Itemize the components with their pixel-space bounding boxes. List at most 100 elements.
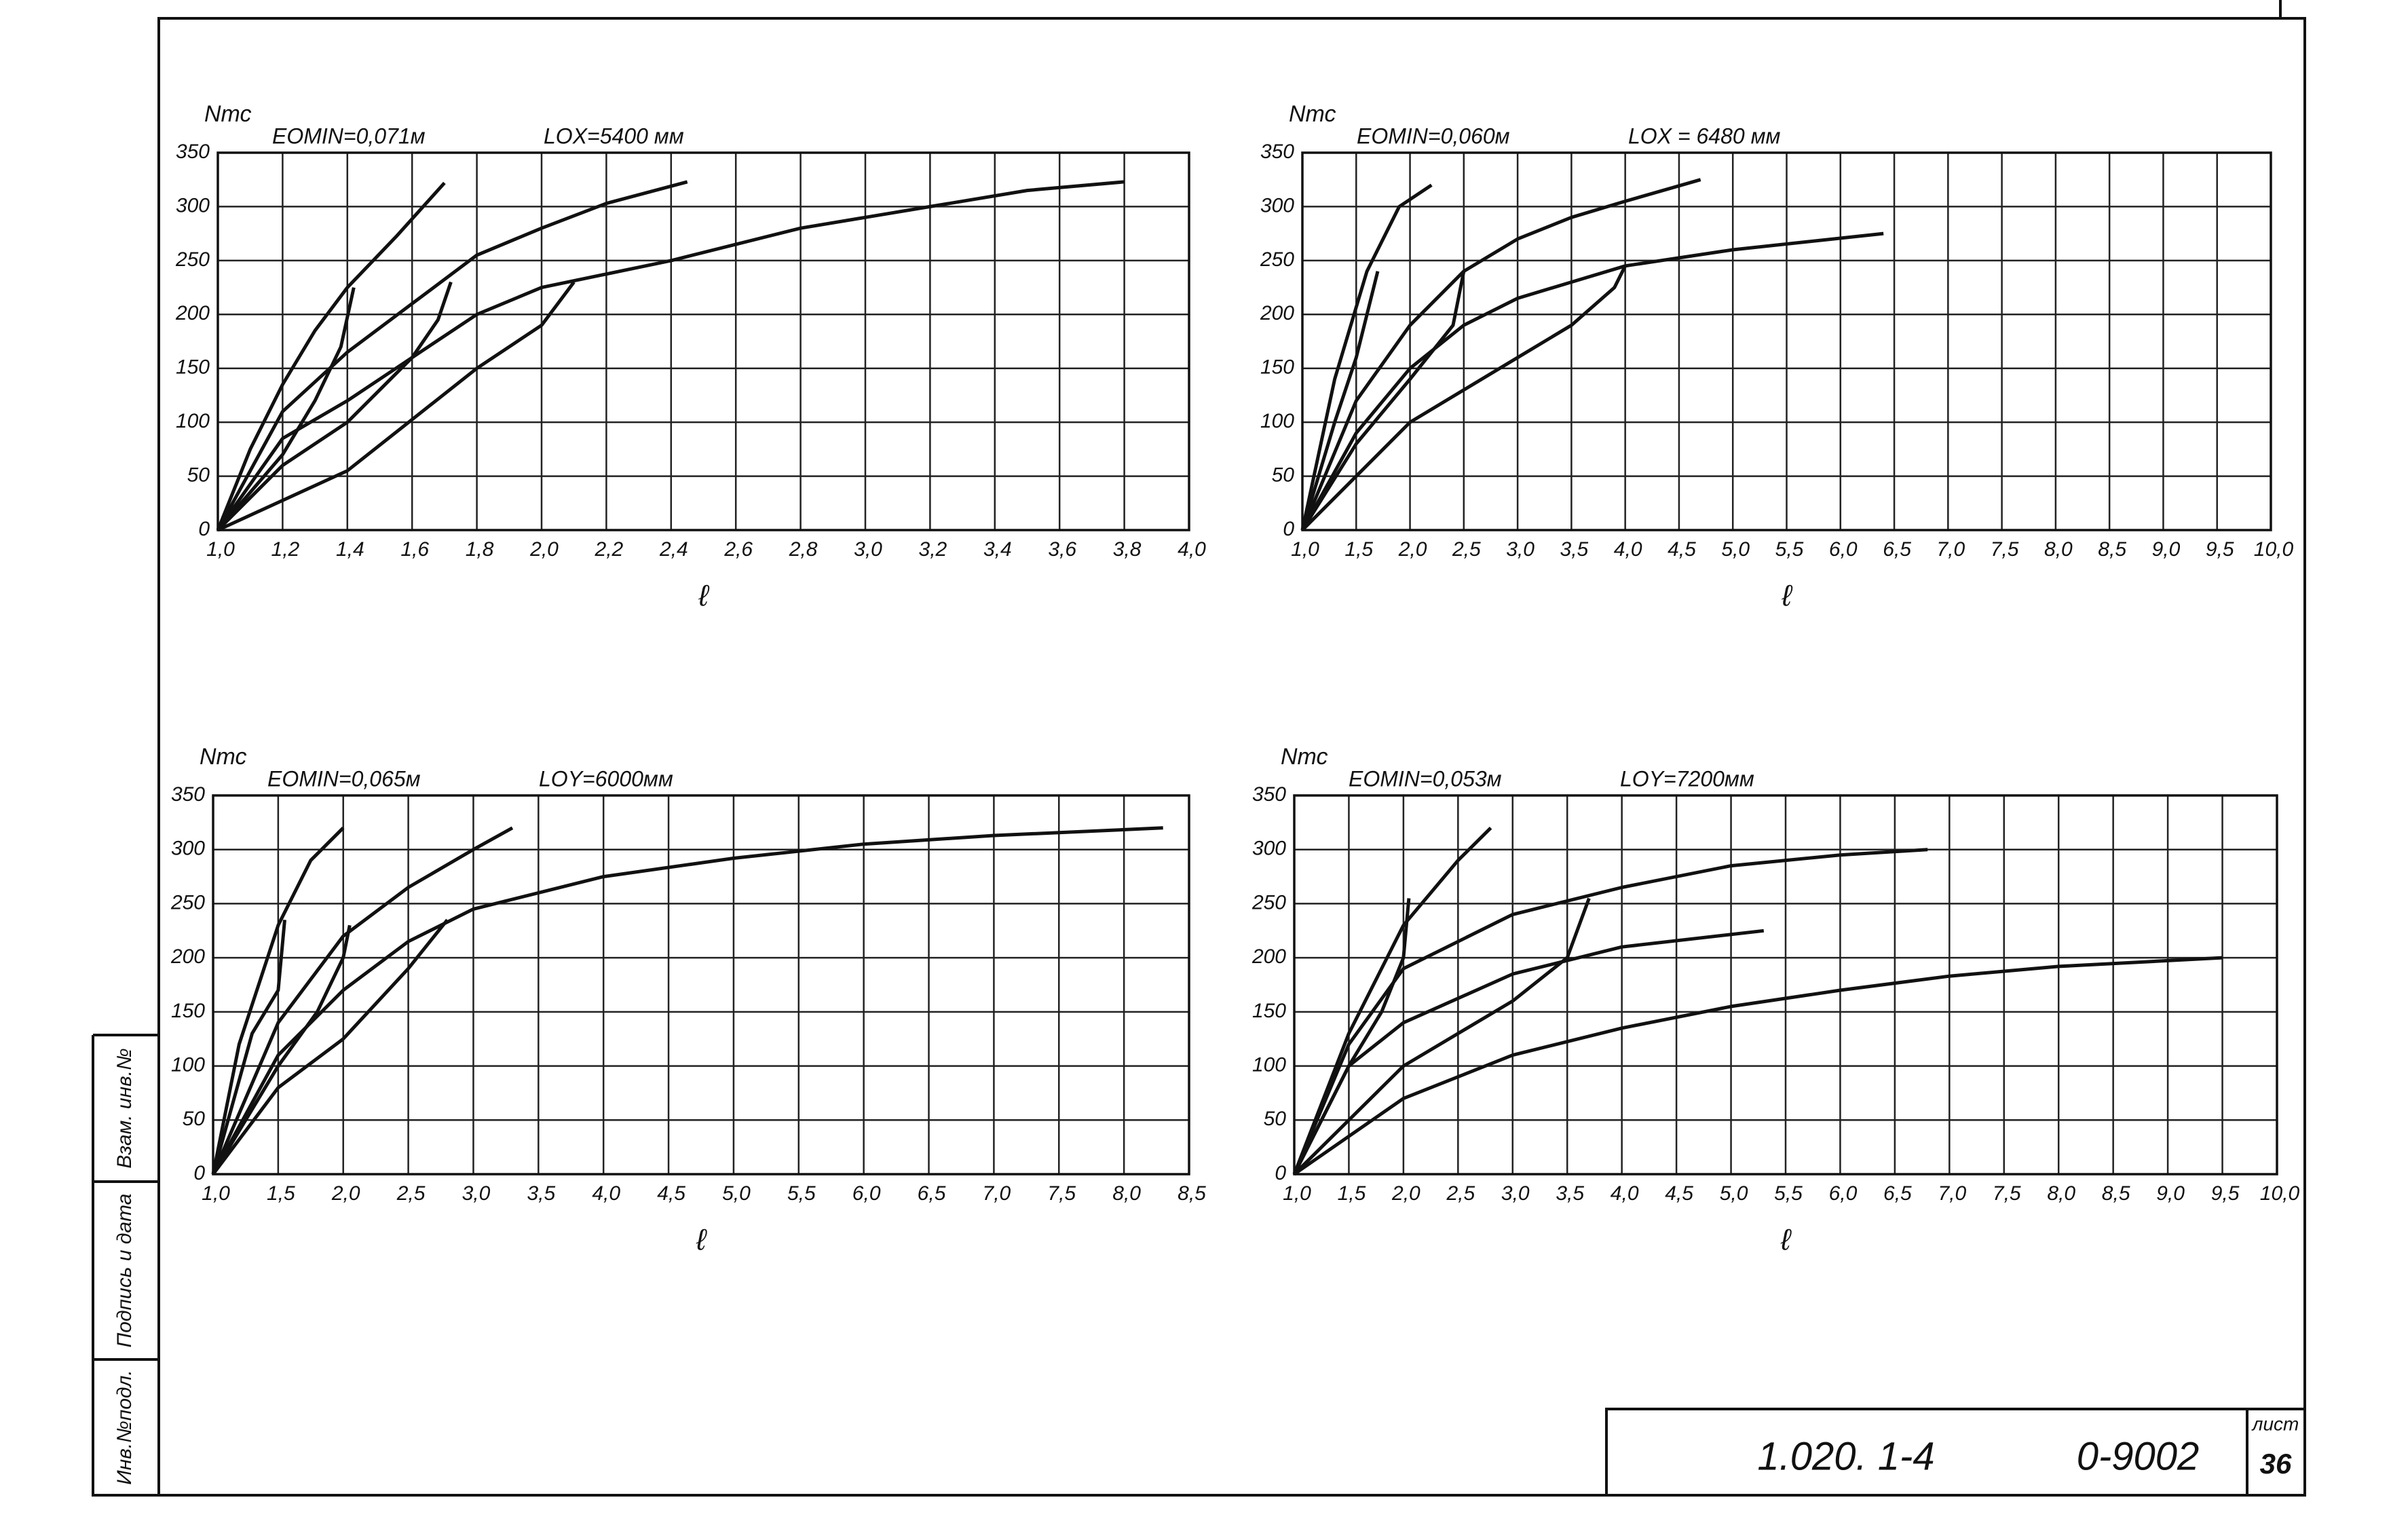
curve (1300, 271, 1466, 531)
x-tick-label: 3,0 (1506, 538, 1535, 561)
y-tick-label: 150 (176, 356, 210, 379)
y-tick-label: 350 (176, 140, 210, 163)
x-axis-label: ℓ (1780, 1224, 1792, 1257)
x-tick-label: 1,5 (267, 1182, 295, 1205)
x-tick-label: 1,0 (1283, 1182, 1311, 1205)
y-tick-label: 200 (170, 945, 205, 968)
y-tick-label: 150 (1252, 1000, 1286, 1022)
y-tick-label: 350 (1260, 140, 1294, 163)
x-tick-label: 1,0 (202, 1182, 230, 1205)
plot-frame (1301, 151, 2272, 531)
x-tick-label: 4,5 (657, 1182, 685, 1205)
y-axis-label: Nтс (204, 101, 252, 127)
x-tick-label: 7,5 (1993, 1182, 2021, 1205)
curve (211, 920, 286, 1175)
x-tick-label: 6,0 (1829, 538, 1858, 561)
x-tick-label: 5,5 (787, 1182, 816, 1205)
stamp-field: Инв.№подл. (113, 1370, 136, 1484)
curve (216, 281, 453, 531)
x-axis-label: ℓ (696, 1224, 707, 1257)
x-tick-label: 3,0 (854, 538, 882, 561)
x-axis-label: ℓ (1781, 580, 1792, 613)
curve (1292, 848, 1928, 1175)
x-tick-label: 2,4 (659, 538, 688, 561)
annotation: LOY=7200мм (1620, 766, 1754, 791)
x-tick-label: 1,2 (271, 538, 300, 561)
x-tick-label: 5,5 (1775, 538, 1804, 561)
curve (1293, 956, 2223, 1176)
annotation: EOMIN=0,053м (1349, 766, 1502, 791)
x-tick-label: 3,5 (1560, 538, 1589, 561)
x-tick-label: 2,5 (396, 1182, 426, 1205)
y-tick-label: 300 (176, 194, 210, 217)
x-tick-label: 6,5 (1883, 538, 1911, 561)
x-tick-label: 3,6 (1048, 538, 1076, 561)
y-tick-label: 200 (1260, 302, 1294, 324)
y-axis-label: Nтс (200, 744, 247, 770)
x-tick-label: 8,0 (2047, 1182, 2075, 1205)
curve (211, 826, 1163, 1176)
x-tick-label: 9,0 (2156, 1182, 2185, 1205)
x-tick-label: 2,5 (1452, 538, 1481, 561)
x-tick-label: 2,0 (331, 1182, 360, 1205)
x-tick-label: 6,5 (1883, 1182, 1912, 1205)
y-tick-label: 200 (1251, 945, 1286, 968)
x-tick-label: 7,5 (1047, 1182, 1076, 1205)
annotation: LOX = 6480 мм (1628, 124, 1781, 148)
curve (216, 180, 688, 531)
x-tick-label: 2,0 (529, 538, 559, 561)
plot-frame (212, 794, 1190, 1176)
x-tick-label: 1,0 (1291, 538, 1319, 561)
x-tick-label: 3,4 (983, 538, 1012, 561)
curve (216, 181, 446, 531)
x-tick-label: 1,5 (1344, 538, 1373, 561)
y-tick-label: 0 (193, 1162, 205, 1184)
x-tick-label: 5,5 (1774, 1182, 1803, 1205)
annotation: EOMIN=0,071м (272, 124, 426, 148)
curve (1300, 178, 1701, 531)
curve (1292, 827, 1492, 1175)
x-tick-label: 1,6 (400, 538, 429, 561)
y-tick-label: 0 (1275, 1162, 1286, 1184)
y-tick-label: 50 (1264, 1108, 1287, 1130)
x-tick-label: 2,0 (1398, 538, 1427, 561)
y-tick-label: 50 (1272, 464, 1295, 486)
x-tick-label: 4,5 (1665, 1182, 1693, 1205)
y-axis-label: Nтс (1281, 744, 1328, 770)
x-tick-label: 4,0 (592, 1182, 620, 1205)
y-tick-label: 100 (171, 1053, 205, 1076)
x-tick-label: 10,0 (2254, 538, 2294, 561)
x-tick-label: 6,0 (852, 1182, 881, 1205)
x-tick-label: 4,0 (1614, 538, 1642, 561)
y-tick-label: 300 (1260, 194, 1294, 217)
x-tick-label: 3,5 (527, 1182, 555, 1205)
x-axis-label: ℓ (698, 580, 709, 613)
y-tick-label: 250 (1260, 248, 1294, 271)
plot-frame (216, 151, 1190, 531)
y-tick-label: 150 (1260, 356, 1294, 379)
x-tick-label: 9,0 (2152, 538, 2181, 561)
y-tick-label: 250 (175, 248, 210, 271)
y-tick-label: 200 (175, 302, 210, 324)
x-tick-label: 2,2 (595, 538, 624, 561)
curve (216, 287, 356, 531)
x-tick-label: 4,0 (1178, 538, 1206, 561)
curve (1301, 265, 1627, 531)
x-tick-label: 1,0 (206, 538, 235, 561)
x-tick-label: 7,0 (1938, 1182, 1966, 1205)
plot-frame (1293, 794, 2278, 1176)
y-tick-label: 250 (1251, 891, 1286, 914)
stamp-field: Подпись и дата (113, 1194, 136, 1348)
curve (211, 827, 345, 1175)
x-tick-label: 5,0 (1720, 1182, 1748, 1205)
doc-number: 0-9002 (2077, 1434, 2200, 1478)
y-tick-label: 350 (1252, 783, 1286, 806)
x-tick-label: 8,5 (2098, 538, 2126, 561)
curve (1300, 271, 1380, 531)
x-tick-label: 4,5 (1668, 538, 1696, 561)
y-tick-label: 50 (183, 1108, 206, 1130)
x-tick-label: 5,0 (1721, 538, 1750, 561)
x-tick-label: 6,5 (918, 1182, 946, 1205)
y-tick-label: 100 (1252, 1053, 1286, 1076)
x-tick-label: 9,5 (2211, 1182, 2240, 1205)
